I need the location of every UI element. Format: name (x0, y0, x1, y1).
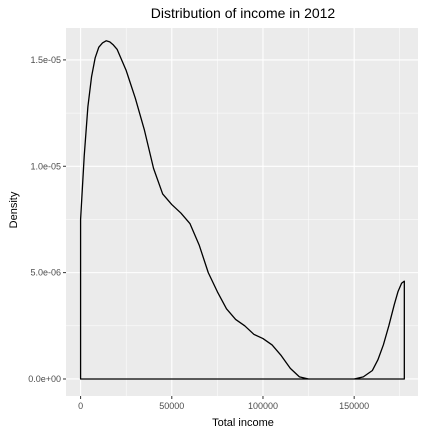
minor-gridlines (66, 28, 418, 396)
density-curve (79, 40, 405, 380)
y-tick-label: 1.5e-05 (30, 55, 61, 65)
x-axis: 0 50000 100000 150000 (78, 396, 369, 411)
chart-title: Distribution of income in 2012 (151, 5, 336, 21)
x-tick-label: 150000 (339, 401, 369, 411)
x-tick-label: 50000 (159, 401, 184, 411)
y-tick-label: 5.0e-06 (30, 268, 61, 278)
x-tick-label: 100000 (248, 401, 278, 411)
x-axis-title: Total income (212, 417, 274, 429)
y-tick-label: 1.0e-05 (30, 161, 61, 171)
x-tick-label: 0 (78, 401, 83, 411)
y-axis: 0.0e+00 5.0e-06 1.0e-05 1.5e-05 (28, 55, 66, 384)
plot-panel (66, 28, 418, 396)
y-tick-label: 0.0e+00 (28, 374, 61, 384)
y-axis-title: Density (8, 191, 20, 228)
